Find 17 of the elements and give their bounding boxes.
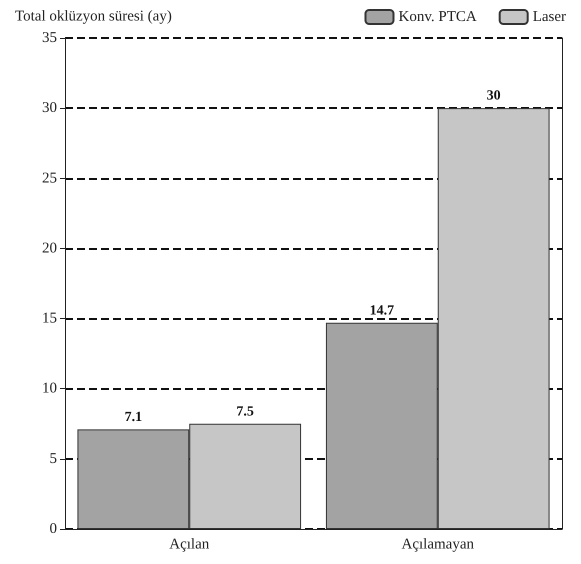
y-tick-label: 30: [42, 100, 57, 116]
y-tick-label: 10: [42, 380, 57, 397]
y-tick-label: 15: [42, 310, 57, 327]
data-label: 7.5: [236, 404, 254, 420]
x-tick-label: Açılamayan: [402, 536, 474, 552]
y-tick-label: 35: [42, 30, 57, 46]
y-tick-label: 25: [42, 170, 57, 186]
data-label: 7.1: [124, 410, 142, 425]
x-tick-label: Açılan: [169, 536, 210, 552]
data-label: 14.7: [370, 303, 394, 318]
y-tick-label: 20: [42, 240, 57, 256]
legend-label: Laser: [532, 9, 566, 25]
y-tick-label: 5: [50, 450, 57, 467]
y-axis-title: Total oklüzyon süresi (ay): [15, 8, 172, 24]
data-label: 30: [486, 88, 501, 104]
y-tick-label: 0: [50, 521, 57, 537]
legend-label: Konv. PTCA: [398, 9, 477, 25]
